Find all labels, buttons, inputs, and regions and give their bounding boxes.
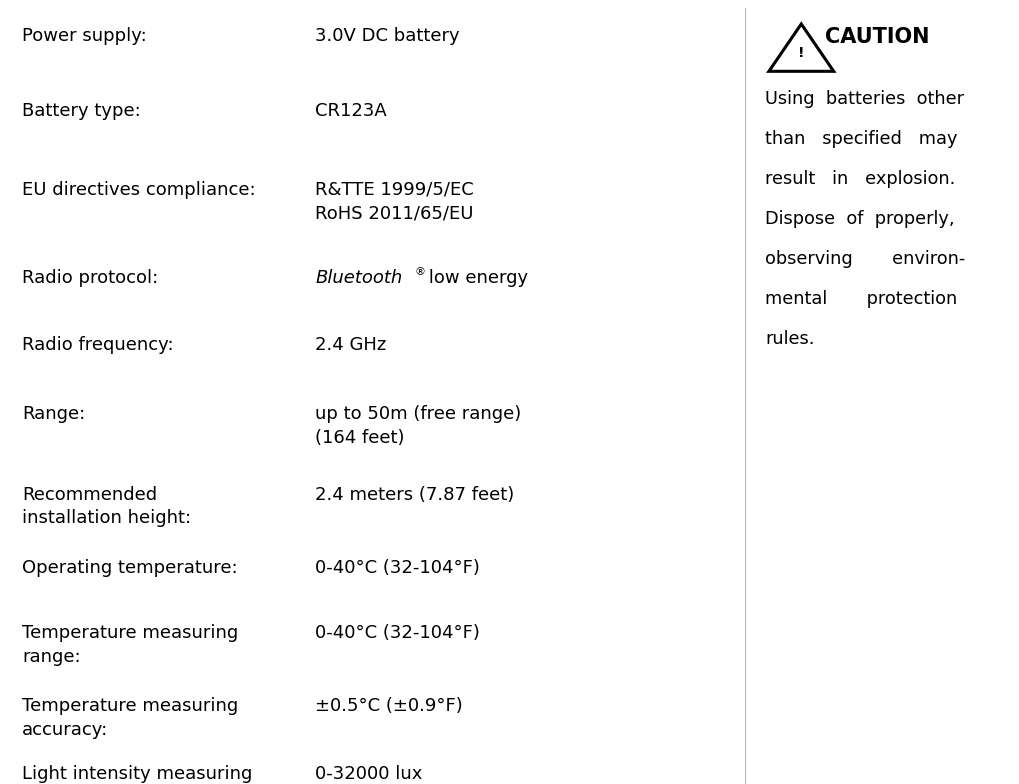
Text: Radio protocol:: Radio protocol: — [22, 269, 158, 287]
Text: Dispose  of  properly,: Dispose of properly, — [764, 210, 954, 228]
Text: Battery type:: Battery type: — [22, 102, 141, 120]
Text: 0-32000 lux: 0-32000 lux — [315, 764, 422, 782]
Text: 2.4 meters (7.87 feet): 2.4 meters (7.87 feet) — [315, 486, 514, 504]
Text: ±0.5°C (±0.9°F): ±0.5°C (±0.9°F) — [315, 697, 463, 715]
Text: EU directives compliance:: EU directives compliance: — [22, 181, 256, 198]
Text: low energy: low energy — [423, 269, 528, 287]
Text: Power supply:: Power supply: — [22, 27, 147, 45]
Text: R&TTE 1999/5/EC
RoHS 2011/65/EU: R&TTE 1999/5/EC RoHS 2011/65/EU — [315, 181, 474, 223]
Text: 0-40°C (32-104°F): 0-40°C (32-104°F) — [315, 559, 480, 577]
Text: 0-40°C (32-104°F): 0-40°C (32-104°F) — [315, 624, 480, 642]
Text: Bluetooth: Bluetooth — [315, 269, 401, 287]
Text: mental       protection: mental protection — [764, 290, 956, 308]
Text: Radio frequency:: Radio frequency: — [22, 336, 173, 354]
Text: than   specified   may: than specified may — [764, 130, 957, 148]
Text: CAUTION: CAUTION — [824, 27, 928, 47]
Text: Operating temperature:: Operating temperature: — [22, 559, 237, 577]
Text: Temperature measuring
accuracy:: Temperature measuring accuracy: — [22, 697, 238, 739]
Text: up to 50m (free range)
(164 feet): up to 50m (free range) (164 feet) — [315, 405, 521, 447]
Text: CR123A: CR123A — [315, 102, 386, 120]
Text: Recommended
installation height:: Recommended installation height: — [22, 486, 192, 528]
Text: ®: ® — [414, 267, 425, 277]
Text: 3.0V DC battery: 3.0V DC battery — [315, 27, 460, 45]
Text: Range:: Range: — [22, 405, 86, 423]
Text: observing       environ-: observing environ- — [764, 250, 964, 268]
Text: Temperature measuring
range:: Temperature measuring range: — [22, 624, 238, 666]
Text: rules.: rules. — [764, 330, 813, 348]
Text: !: ! — [797, 46, 804, 60]
Text: result   in   explosion.: result in explosion. — [764, 170, 954, 188]
Text: Using  batteries  other: Using batteries other — [764, 90, 963, 108]
Text: Light intensity measuring
range:: Light intensity measuring range: — [22, 764, 253, 784]
Text: 2.4 GHz: 2.4 GHz — [315, 336, 386, 354]
